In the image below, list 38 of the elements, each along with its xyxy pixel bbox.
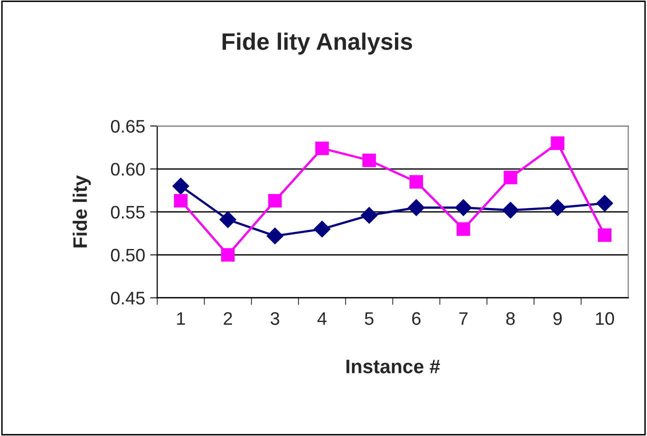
x-tick-label: 10 — [596, 312, 614, 325]
point — [315, 142, 329, 156]
point — [596, 194, 614, 212]
chart-title: Fide lity Analysis — [222, 32, 412, 55]
point — [219, 211, 236, 228]
point — [455, 199, 472, 216]
point — [598, 228, 612, 242]
x-axis-title: Instance # — [346, 360, 440, 374]
point — [410, 175, 424, 189]
point — [504, 170, 518, 184]
x-tick-label: 9 — [553, 312, 562, 325]
y-tick-label: 0.50 — [110, 248, 145, 262]
point — [550, 136, 564, 150]
point — [362, 154, 376, 168]
point — [221, 248, 235, 262]
point — [172, 178, 190, 195]
y-axis-title: Fide lity — [72, 175, 91, 248]
x-tick-label: 1 — [177, 312, 185, 325]
point — [174, 194, 188, 208]
x-tick-label: 7 — [459, 312, 468, 325]
x-tick-label: 2 — [224, 312, 232, 325]
point — [549, 199, 566, 216]
point — [266, 228, 284, 244]
x-tick-label: 4 — [317, 312, 327, 325]
y-tick-label: 0.60 — [110, 162, 145, 176]
point — [502, 202, 519, 219]
y-tick-label: 0.55 — [110, 206, 145, 219]
y-tick-label: 0.65 — [110, 120, 145, 133]
point — [456, 222, 470, 236]
point — [408, 199, 425, 216]
x-tick-label: 6 — [412, 312, 421, 325]
point — [268, 194, 282, 208]
y-tick-label: 0.45 — [110, 292, 145, 305]
x-tick-label: 5 — [364, 312, 374, 325]
x-tick-label: 3 — [270, 312, 280, 325]
point — [314, 220, 330, 238]
point — [360, 206, 378, 224]
x-tick-label: 8 — [506, 312, 515, 325]
